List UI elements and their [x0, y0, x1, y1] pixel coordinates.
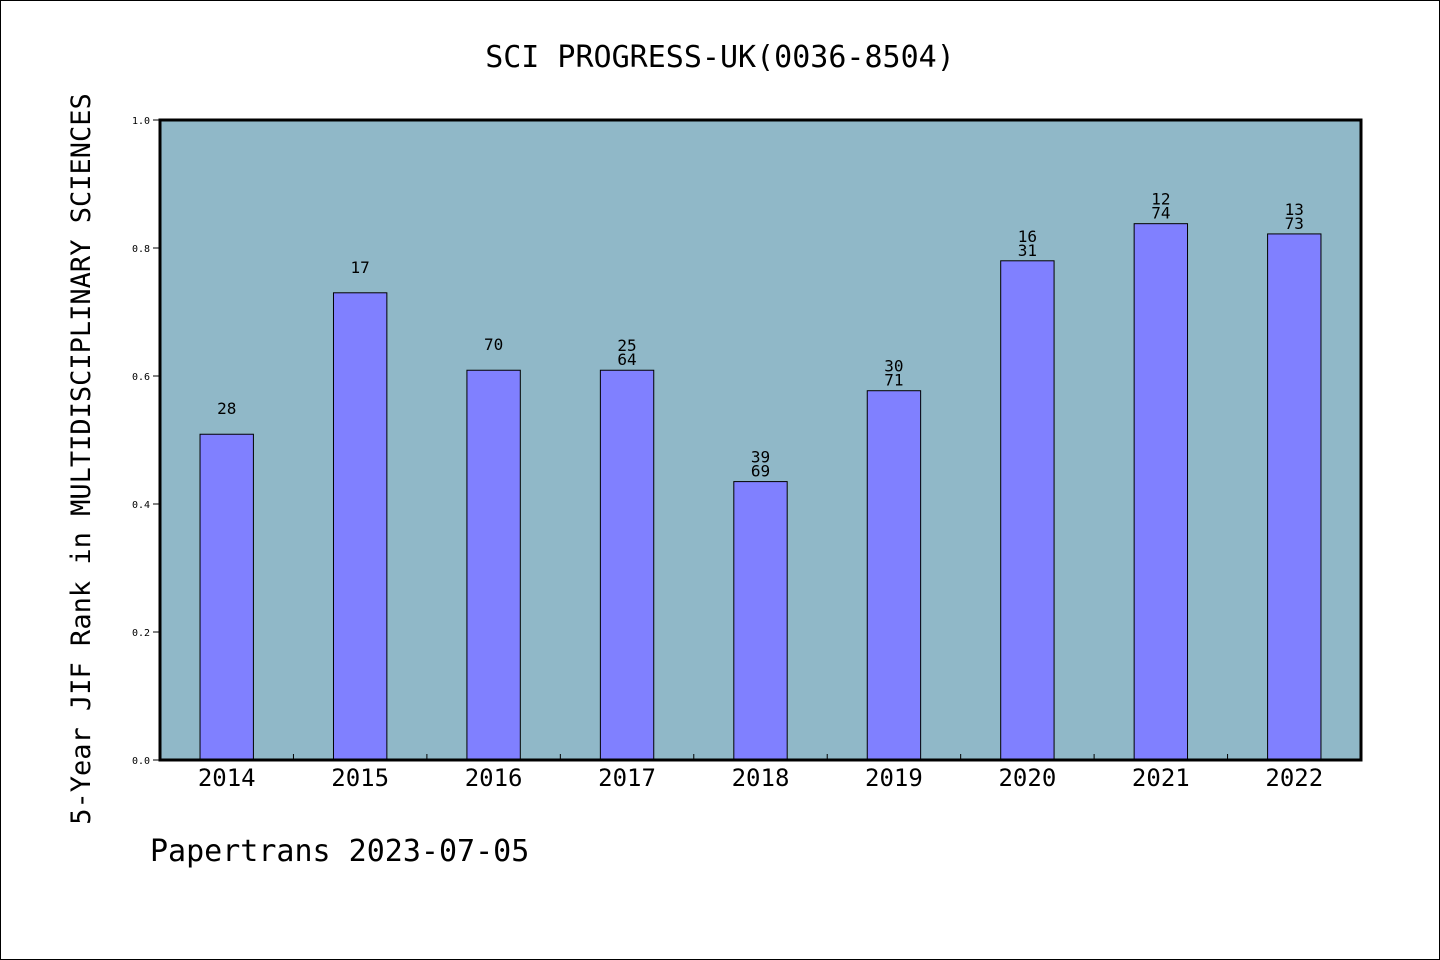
bar-label-2015: 17 — [351, 258, 370, 277]
x-tick-label-2019: 2019 — [865, 764, 923, 792]
bar-label-2018-2: 69 — [751, 462, 770, 481]
x-tick-label-2022: 2022 — [1265, 764, 1323, 792]
bar-label-2019-2: 71 — [884, 371, 903, 390]
bar-label-2018-1: 39 — [751, 448, 770, 467]
y-tick-label-2: 0.4 — [132, 500, 150, 511]
x-tick-label-2015: 2015 — [331, 764, 389, 792]
bar-label-2020-2: 31 — [1018, 241, 1037, 260]
chart-title: SCI PROGRESS-UK(0036-8504) — [485, 40, 955, 75]
bar-2015 — [332, 292, 388, 761]
bar-label-2017-2: 64 — [617, 350, 636, 369]
bar-2019 — [866, 390, 922, 761]
bar-label-2017-1: 25 — [617, 336, 636, 355]
bar-2022 — [1267, 233, 1322, 761]
bar-label-2021-1: 12 — [1151, 190, 1170, 209]
y-axis-label: 5-Year JIF Rank in MULTIDISCIPLINARY SCI… — [66, 93, 97, 825]
x-tick-label-2016: 2016 — [465, 764, 523, 792]
y-tick-label-4: 0.8 — [132, 244, 150, 255]
bar-label-2019-1: 30 — [884, 357, 903, 376]
x-tick-label-2018: 2018 — [732, 764, 790, 792]
bar-2014 — [199, 433, 254, 761]
bar-2020 — [1000, 260, 1055, 761]
y-tick-label-3: 0.6 — [132, 372, 150, 383]
plot-border — [158, 118, 1363, 762]
bar-label-2016: 70 — [484, 335, 503, 354]
x-tick-label-2017: 2017 — [598, 764, 656, 792]
bar-label-2014: 28 — [217, 399, 236, 418]
x-tick-label-2021: 2021 — [1132, 764, 1190, 792]
bar-label-2020-1: 16 — [1018, 227, 1037, 246]
x-tick-label-2014: 2014 — [198, 764, 256, 792]
y-tick-label-1: 0.2 — [132, 628, 150, 639]
y-tick-label-0: 0.0 — [132, 756, 150, 767]
bar-label-2022-1: 13 — [1285, 200, 1304, 219]
bar-2018 — [733, 481, 788, 761]
x-tick-label-2020: 2020 — [998, 764, 1056, 792]
bar-2017 — [599, 369, 655, 761]
bar-2021 — [1133, 223, 1189, 761]
y-tick-label-5: 1.0 — [132, 116, 150, 127]
bar-label-2022-2: 73 — [1285, 214, 1304, 233]
bar-label-2021-2: 74 — [1151, 204, 1170, 223]
bar-2016 — [466, 369, 521, 761]
footer-credit: Papertrans 2023-07-05 — [150, 834, 530, 869]
